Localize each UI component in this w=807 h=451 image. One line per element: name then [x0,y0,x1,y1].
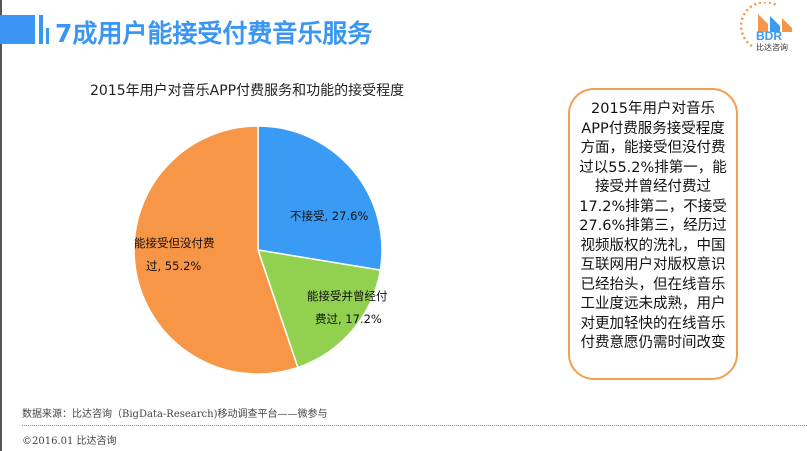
page-title: 7成用户能接受付费音乐服务 [55,19,373,48]
title-accent-bar [0,15,35,44]
slice-label-paid: 能接受并曾经付 费过, 17.2% [307,289,388,326]
logo-subtext: 比达咨询 [756,42,788,52]
slice-label-reject: 不接受, 27.6% [290,209,369,223]
data-source: 数据来源：比达咨询（BigData-Research)移动调查平台——微参与 [22,409,328,420]
copyright: ©2016.01 比达咨询 [22,436,117,447]
callout-box: 2015年用户对音乐APP付费服务接受程度方面，能接受但没付费过以55.2%排第… [568,88,738,380]
divider [22,425,807,426]
left-border [0,0,2,451]
logo-text: BDR [756,29,782,43]
pie-slice-0 [257,125,383,272]
slice-label-unpaid: 能接受但没付费 过, 55.2% [134,236,215,273]
title-accent-bar [39,15,43,44]
pie-slice-2 [133,125,299,375]
bdr-logo: BDR 比达咨询 [739,2,792,52]
title-accent-bar [46,28,49,44]
chart-title: 2015年用户对音乐APP付费服务和功能的接受程度 [90,83,405,99]
